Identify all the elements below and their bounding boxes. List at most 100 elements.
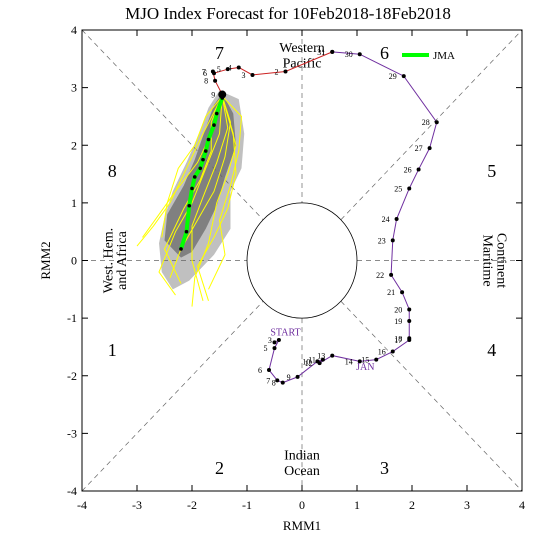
point-label: 19 [394,317,402,326]
observed-series-1-point [276,338,281,343]
series-jma-point [184,229,189,234]
ensemble-member-5 [158,96,223,296]
observed-series-1-point [275,378,280,383]
x-tick-label: 0 [299,498,305,512]
phase-number-5: 5 [487,161,496,181]
point-label: 8 [272,379,276,388]
point-label: 31 [317,48,325,57]
observed-series-1-point [280,380,285,385]
observed-series-1-point [374,357,379,362]
series-jma-line [179,97,225,250]
observed-series-1-point [320,357,325,362]
point-label: 14 [345,357,353,366]
guide-diag-ne [340,29,523,220]
month-label-jan: JAN [356,362,374,373]
series-jma-point [187,203,192,208]
observed-series-1-point [357,359,362,364]
month-labels: START JAN [270,327,374,373]
series-jma-point [179,247,183,251]
ensemble-member-7 [163,96,223,284]
point-label: 3 [268,336,272,345]
point-label: 24 [382,215,390,224]
ensemble-member-6 [208,95,243,290]
ensemble-member-9 [136,96,223,247]
y-tick-label: 0 [71,254,77,268]
observed-series-1-point [407,186,412,191]
point-label: 10 [302,357,310,366]
y-tick-label: 4 [71,23,77,37]
observed-series-2-point [213,78,218,83]
ensemble-member-10 [191,96,237,307]
point-label: 3 [242,71,246,80]
region-label-continent: Continent [493,233,508,288]
observed-series-2-point [210,69,215,74]
x-axis-label: RMM1 [283,518,321,533]
legend-label-jma: JMA [433,50,455,62]
point-label: 29 [389,72,397,81]
point-label: 5 [217,65,221,74]
observed-series-1-point [390,349,395,354]
observed-series-1-point [434,120,439,125]
point-label: 9 [287,373,291,382]
guide-diag-se [340,301,523,492]
observed-series-1-point [407,336,412,341]
point-label: 8 [204,77,208,86]
observed-series-1-point [357,52,362,57]
phase-number-6: 6 [380,43,389,63]
observed-series-1-point [330,353,335,358]
series-jma-point [201,157,205,162]
y-tick-label: -3 [67,426,77,440]
series-jma-point [206,137,211,142]
x-tick-label: -3 [132,498,142,512]
observed-series-2-point [236,65,241,70]
point-label: 1 [321,48,325,57]
phase-number-1: 1 [108,340,117,360]
region-label-and-africa: and Africa [115,230,130,289]
point-label: 15 [361,356,369,365]
phase-number-7: 7 [215,43,224,63]
point-label: 4 [228,63,232,72]
series-jma-point [203,149,208,153]
month-label-start: START [270,327,300,338]
observed-series-2-point [283,69,288,74]
y-tick-label: 3 [71,81,77,95]
point-label: 23 [378,236,386,245]
phase-number-4: 4 [487,340,496,360]
observed-series-1-point [401,74,406,79]
region-label-ocean: Ocean [284,464,320,479]
observed-series-1-point [407,319,412,324]
series-jma-point [192,175,197,179]
point-label: 6 [258,366,262,375]
region-label-west-hem: West. Hem. [101,228,116,293]
point-label: 20 [394,305,402,314]
series-jma-point [190,186,194,191]
region-label-indian: Indian [284,448,320,463]
ensemble-member-8 [191,96,229,301]
region-label-western: Western [279,41,325,56]
point-label: 18 [394,334,402,343]
point-label: 22 [376,271,384,280]
point-label: 12 [305,359,313,368]
x-tick-label: -2 [187,498,197,512]
y-tick-label: 1 [71,196,77,210]
series-jma-point [214,111,219,116]
point-label: 11 [308,356,316,365]
observed-series-1-point [407,307,412,312]
point-label: 9 [211,91,215,100]
ensemble-members [136,95,243,307]
point-label: 5 [264,344,268,353]
phase-number-2: 2 [215,458,224,478]
observed-series-2-point [250,72,255,77]
phase-number-3: 3 [380,458,389,478]
observed-series-1-point [317,361,322,366]
x-tick-label: 4 [519,498,525,512]
y-tick-label: 2 [71,138,77,152]
point-label: 6 [203,69,207,78]
observed-series-1-point [416,167,421,172]
observed-series-1-point [389,272,394,277]
phase-number-8: 8 [108,161,117,181]
observed-series-2-point [225,67,230,72]
